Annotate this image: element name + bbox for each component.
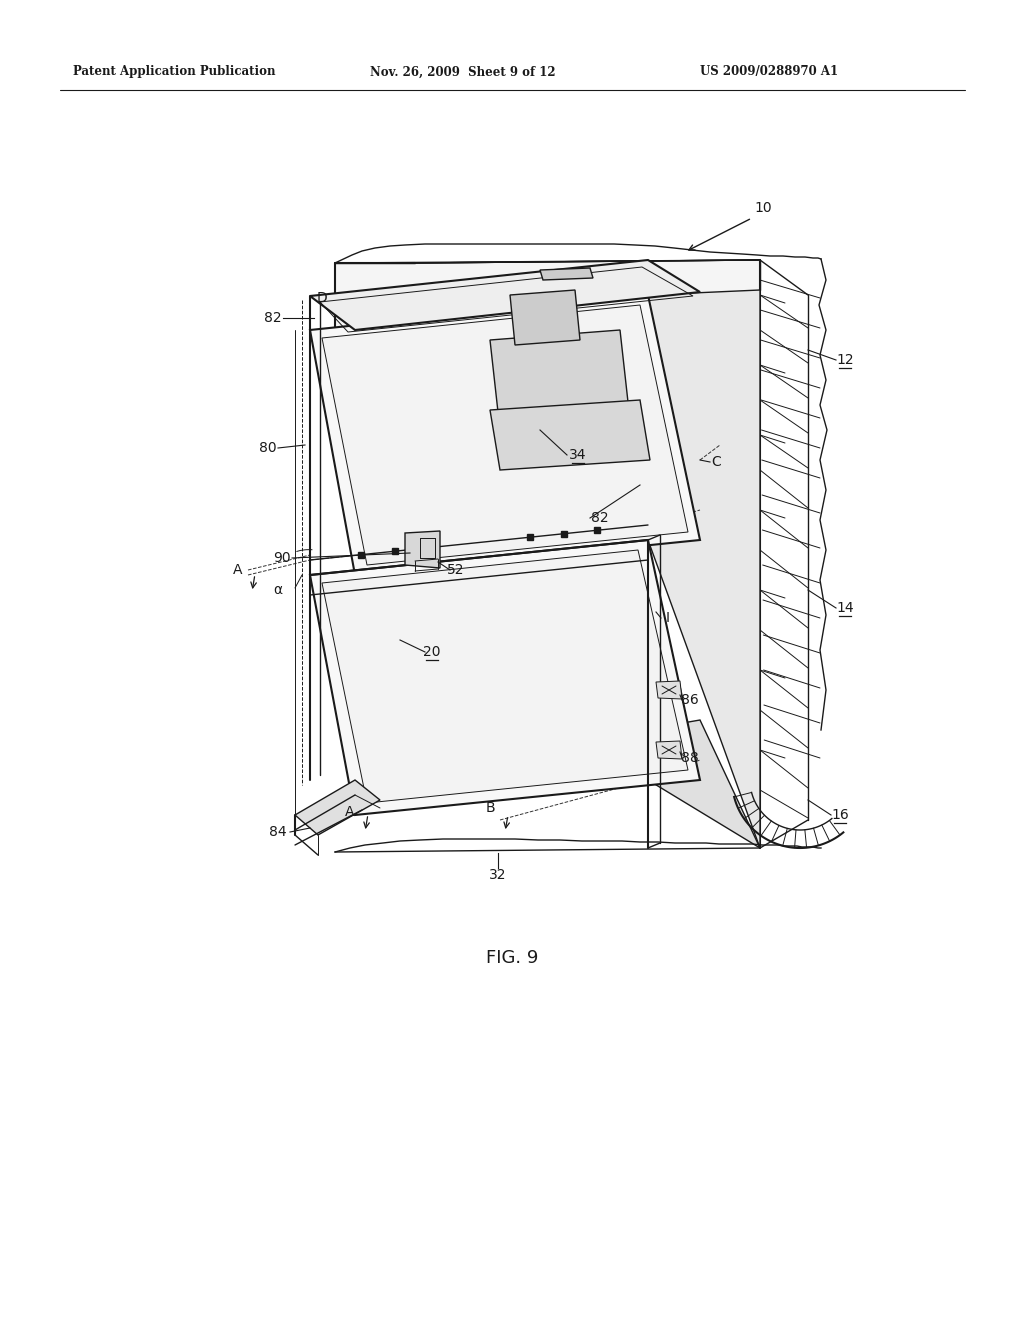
- Polygon shape: [322, 305, 688, 565]
- Text: 86: 86: [681, 693, 698, 708]
- Text: 14: 14: [837, 601, 854, 615]
- Polygon shape: [322, 550, 688, 803]
- Text: 82: 82: [591, 511, 609, 525]
- Polygon shape: [335, 260, 760, 380]
- Polygon shape: [490, 330, 630, 430]
- Polygon shape: [355, 719, 760, 847]
- Text: 20: 20: [423, 645, 440, 659]
- Text: C: C: [711, 455, 721, 469]
- Polygon shape: [648, 290, 760, 847]
- Text: 84: 84: [269, 825, 287, 840]
- Polygon shape: [310, 294, 700, 576]
- Text: Patent Application Publication: Patent Application Publication: [73, 66, 275, 78]
- Text: 16: 16: [831, 808, 849, 822]
- Text: Nov. 26, 2009  Sheet 9 of 12: Nov. 26, 2009 Sheet 9 of 12: [370, 66, 556, 78]
- Text: A: A: [233, 564, 243, 577]
- Polygon shape: [510, 290, 580, 345]
- Text: D: D: [316, 290, 328, 305]
- Text: 80: 80: [259, 441, 276, 455]
- Polygon shape: [540, 268, 593, 280]
- Text: US 2009/0288970 A1: US 2009/0288970 A1: [700, 66, 838, 78]
- Text: 34: 34: [569, 447, 587, 462]
- Polygon shape: [490, 400, 650, 470]
- Text: 52: 52: [447, 564, 465, 577]
- Text: I: I: [666, 611, 670, 624]
- Text: 88: 88: [681, 751, 698, 766]
- Polygon shape: [656, 681, 682, 700]
- Polygon shape: [310, 260, 700, 330]
- Polygon shape: [656, 741, 682, 759]
- Polygon shape: [310, 540, 700, 814]
- Text: 90: 90: [273, 550, 291, 565]
- Text: FIG. 9: FIG. 9: [485, 949, 539, 968]
- Text: A: A: [345, 805, 354, 818]
- Text: 10: 10: [754, 201, 772, 215]
- Polygon shape: [295, 780, 380, 836]
- Text: B: B: [485, 801, 495, 814]
- Polygon shape: [406, 531, 440, 568]
- Text: 82: 82: [264, 312, 282, 325]
- Text: 12: 12: [837, 352, 854, 367]
- Text: 32: 32: [489, 869, 507, 882]
- Text: α: α: [273, 583, 283, 597]
